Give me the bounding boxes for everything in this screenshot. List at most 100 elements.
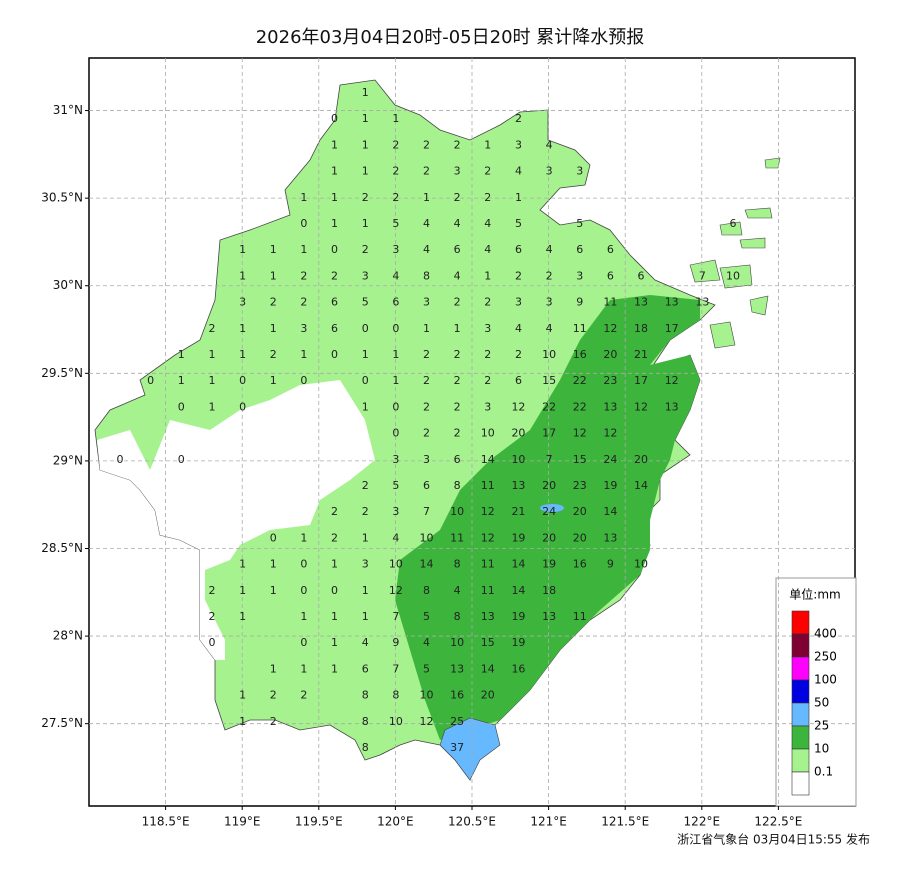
island bbox=[749, 295, 769, 316]
station-value: 21 bbox=[634, 348, 648, 361]
station-value: 2 bbox=[423, 374, 430, 387]
station-value: 13 bbox=[511, 479, 525, 492]
station-value: 1 bbox=[484, 269, 491, 282]
station-value: 6 bbox=[392, 296, 399, 309]
island bbox=[744, 207, 773, 219]
station-value: 12 bbox=[634, 400, 648, 413]
x-tick-label: 118.5°E bbox=[142, 815, 190, 829]
station-value: 2 bbox=[362, 479, 369, 492]
y-tick-label: 28.5°N bbox=[41, 541, 83, 555]
station-value: 1 bbox=[239, 715, 246, 728]
station-value: 5 bbox=[576, 217, 583, 230]
x-tick-label: 122°E bbox=[684, 815, 721, 829]
station-value: 1 bbox=[270, 584, 277, 597]
station-value: 0 bbox=[331, 243, 338, 256]
station-value: 6 bbox=[362, 662, 369, 675]
station-value: 37 bbox=[450, 741, 464, 754]
station-value: 4 bbox=[546, 243, 553, 256]
station-value: 6 bbox=[607, 269, 614, 282]
station-value: 2 bbox=[331, 269, 338, 282]
station-value: 1 bbox=[362, 165, 369, 178]
station-value: 0 bbox=[300, 636, 307, 649]
legend-swatch bbox=[791, 610, 810, 635]
station-value: 6 bbox=[515, 374, 522, 387]
station-value: 11 bbox=[450, 531, 464, 544]
legend-swatch bbox=[791, 633, 810, 658]
station-value: 2 bbox=[331, 531, 338, 544]
station-value: 0 bbox=[239, 400, 246, 413]
station-value: 4 bbox=[484, 217, 491, 230]
y-tick-label: 29°N bbox=[53, 453, 83, 467]
station-value: 2 bbox=[515, 348, 522, 361]
station-value: 1 bbox=[331, 191, 338, 204]
station-value: 13 bbox=[481, 610, 495, 623]
station-value: 10 bbox=[511, 453, 525, 466]
station-value: 20 bbox=[511, 427, 525, 440]
station-value: 6 bbox=[454, 243, 461, 256]
station-value: 1 bbox=[300, 610, 307, 623]
station-value: 2 bbox=[546, 269, 553, 282]
station-value: 1 bbox=[423, 322, 430, 335]
station-value: 10 bbox=[389, 715, 403, 728]
title: 2026年03月04日20时-05日20时 累计降水预报 bbox=[256, 27, 645, 48]
station-value: 6 bbox=[576, 243, 583, 256]
station-value: 15 bbox=[573, 453, 587, 466]
station-value: 1 bbox=[362, 531, 369, 544]
station-value: 6 bbox=[423, 479, 430, 492]
station-value: 5 bbox=[423, 610, 430, 623]
station-value: 4 bbox=[392, 269, 399, 282]
station-value: 6 bbox=[331, 296, 338, 309]
station-value: 8 bbox=[423, 584, 430, 597]
station-value: 1 bbox=[331, 558, 338, 571]
station-value: 2 bbox=[454, 296, 461, 309]
y-tick-label: 31°N bbox=[53, 103, 83, 117]
station-value: 7 bbox=[546, 453, 553, 466]
station-value: 0 bbox=[300, 374, 307, 387]
legend-label: 100 bbox=[814, 673, 837, 687]
station-value: 1 bbox=[208, 400, 215, 413]
station-value: 4 bbox=[546, 138, 553, 151]
station-value: 1 bbox=[362, 400, 369, 413]
station-value: 17 bbox=[542, 427, 556, 440]
station-value: 22 bbox=[573, 400, 587, 413]
station-value: 13 bbox=[634, 296, 648, 309]
station-value: 15 bbox=[542, 374, 556, 387]
station-value: 13 bbox=[695, 296, 709, 309]
station-value: 3 bbox=[362, 269, 369, 282]
station-value: 12 bbox=[603, 322, 617, 335]
station-value: 20 bbox=[542, 479, 556, 492]
station-value: 12 bbox=[665, 374, 679, 387]
station-value: 1 bbox=[392, 374, 399, 387]
station-value: 2 bbox=[423, 400, 430, 413]
station-value: 9 bbox=[607, 558, 614, 571]
station-value: 3 bbox=[576, 269, 583, 282]
station-value: 1 bbox=[208, 374, 215, 387]
station-value: 20 bbox=[634, 453, 648, 466]
station-value: 3 bbox=[362, 558, 369, 571]
x-tick-label: 122.5°E bbox=[754, 815, 802, 829]
station-value: 17 bbox=[665, 322, 679, 335]
station-value: 1 bbox=[331, 636, 338, 649]
station-value: 1 bbox=[423, 191, 430, 204]
station-value: 1 bbox=[239, 558, 246, 571]
station-value: 8 bbox=[362, 689, 369, 702]
station-value: 1 bbox=[362, 610, 369, 623]
station-value: 24 bbox=[542, 505, 556, 518]
station-value: 2 bbox=[208, 584, 215, 597]
station-value: 2 bbox=[454, 191, 461, 204]
station-value: 3 bbox=[392, 243, 399, 256]
legend-label: 400 bbox=[814, 627, 837, 641]
station-value: 4 bbox=[423, 243, 430, 256]
station-value: 6 bbox=[515, 243, 522, 256]
station-value: 8 bbox=[362, 741, 369, 754]
legend-swatch bbox=[791, 771, 810, 796]
station-value: 2 bbox=[484, 191, 491, 204]
legend-swatch bbox=[791, 748, 810, 773]
station-value: 0 bbox=[331, 348, 338, 361]
station-value: 1 bbox=[484, 138, 491, 151]
x-tick-label: 119.5°E bbox=[295, 815, 343, 829]
station-value: 1 bbox=[239, 348, 246, 361]
footer: 浙江省气象台 03月04日15:55 发布 bbox=[677, 832, 870, 847]
station-value: 1 bbox=[362, 112, 369, 125]
station-value: 20 bbox=[603, 348, 617, 361]
